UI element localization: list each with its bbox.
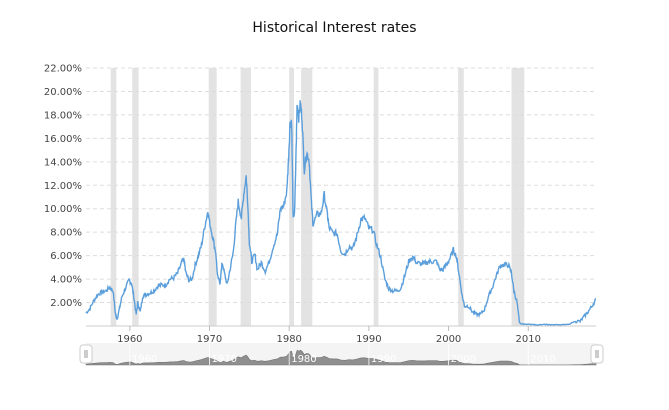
recession-band <box>132 68 139 326</box>
x-tick-label: 1980 <box>276 334 301 345</box>
x-tick-label: 2010 <box>516 334 541 345</box>
x-axis: 1960 1970 1980 1990 2000 2010 <box>117 326 541 345</box>
y-tick-label: 8.00% <box>50 228 82 239</box>
recession-band <box>458 68 464 326</box>
x-tick-label: 1970 <box>197 334 222 345</box>
y-tick-label: 4.00% <box>50 275 82 286</box>
navigator-tick-label: 2010 <box>530 354 555 365</box>
x-tick-label: 1960 <box>117 334 142 345</box>
recession-band <box>511 68 525 326</box>
recession-band <box>208 68 217 326</box>
y-axis: 2.00% 4.00% 6.00% 8.00% 10.00% 12.00% 14.00% 16… <box>44 64 82 310</box>
chart-title: Historical Interest rates <box>252 20 417 36</box>
navigator-tick-label: 1990 <box>371 354 396 365</box>
y-tick-label: 14.00% <box>44 157 82 168</box>
recession-band <box>289 68 294 326</box>
x-tick-label: 2000 <box>436 334 461 345</box>
recession-bands <box>110 68 525 326</box>
y-tick-label: 12.00% <box>44 181 82 192</box>
navigator-handle-left[interactable] <box>79 344 93 364</box>
y-tick-label: 2.00% <box>50 298 82 309</box>
recession-band <box>110 68 117 326</box>
navigator[interactable]: 1960 1970 1980 1990 2000 2010 <box>79 343 604 366</box>
y-tick-label: 10.00% <box>44 204 82 215</box>
y-tick-label: 18.00% <box>44 110 82 121</box>
navigator-area <box>85 349 597 366</box>
navigator-handle-right[interactable] <box>590 344 604 364</box>
navigator-tick-label: 1960 <box>132 354 157 365</box>
y-tick-label: 16.00% <box>44 134 82 145</box>
navigator-ticks: 1960 1970 1980 1990 2000 2010 <box>129 344 556 365</box>
x-tick-label: 1990 <box>356 334 381 345</box>
navigator-tick-label: 2000 <box>451 354 476 365</box>
recession-band <box>240 68 251 326</box>
navigator-tick-label: 1970 <box>212 354 237 365</box>
recession-band <box>301 68 313 326</box>
y-tick-label: 22.00% <box>44 64 82 75</box>
series-line <box>85 100 596 326</box>
y-tick-label: 6.00% <box>50 251 82 262</box>
navigator-tick-label: 1980 <box>291 354 316 365</box>
recession-band <box>373 68 379 326</box>
y-tick-label: 20.00% <box>44 87 82 98</box>
